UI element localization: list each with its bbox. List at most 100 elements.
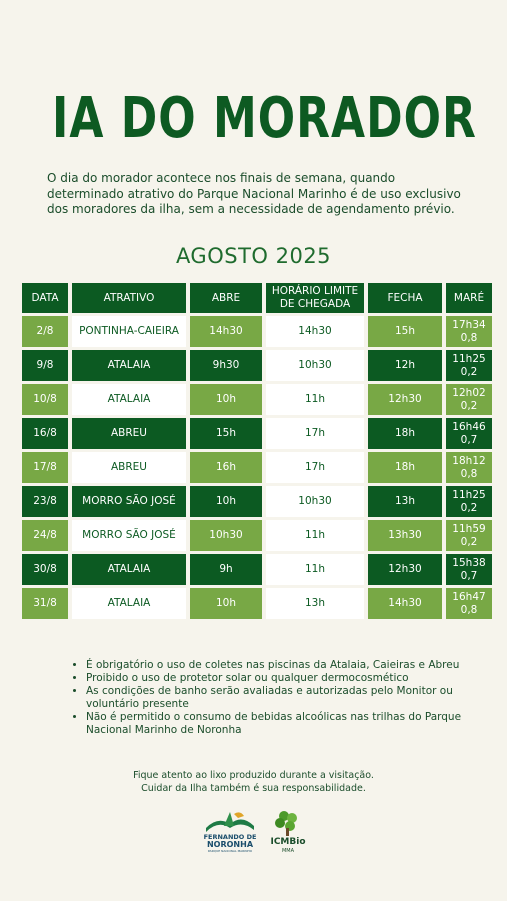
- rules-list: É obrigatório o uso de coletes nas pisci…: [72, 659, 486, 737]
- cell-mare: 17h34 0,8: [446, 316, 492, 347]
- cell-abre: 10h30: [190, 520, 262, 551]
- cell-mare: 18h12 0,8: [446, 452, 492, 483]
- cell-abre: 9h: [190, 554, 262, 585]
- fernando-de-noronha-logo: FERNANDO DE NORONHA PARQUE NACIONAL MARI…: [204, 812, 256, 853]
- cell-fecha: 15h: [368, 316, 442, 347]
- icmbio-logo: ICMBio MMA: [270, 811, 306, 854]
- svg-text:MMA: MMA: [282, 848, 295, 854]
- cell-abre: 15h: [190, 418, 262, 449]
- cell-fecha: 12h30: [368, 384, 442, 415]
- cell-mare: 11h25 0,2: [446, 350, 492, 381]
- cell-data: 24/8: [22, 520, 68, 551]
- cell-data: 2/8: [22, 316, 68, 347]
- footer-line-2: Cuidar da Ilha também é sua responsabili…: [141, 783, 366, 794]
- cell-abre: 14h30: [190, 316, 262, 347]
- rule-item: Não é permitido o consumo de bebidas alc…: [86, 711, 486, 737]
- cell-mare: 15h38 0,7: [446, 554, 492, 585]
- cell-limite: 11h: [266, 554, 364, 585]
- cell-atrativo: ABREU: [72, 452, 186, 483]
- svg-text:ICMBio: ICMBio: [270, 837, 305, 847]
- svg-text:NORONHA: NORONHA: [207, 840, 254, 849]
- cell-limite: 17h: [266, 452, 364, 483]
- intro-text: O dia do morador acontece nos finais de …: [47, 171, 461, 216]
- cell-abre: 16h: [190, 452, 262, 483]
- cell-limite: 11h: [266, 384, 364, 415]
- mare-altura: 0,2: [460, 501, 478, 514]
- table-row: 16/8 ABREU 15h 17h 18h 16h46 0,7: [22, 418, 492, 449]
- header-data: DATA: [22, 283, 68, 313]
- svg-text:PARQUE NACIONAL MARINHO: PARQUE NACIONAL MARINHO: [208, 849, 253, 853]
- cell-fecha: 12h30: [368, 554, 442, 585]
- mare-hora: 17h34: [452, 318, 486, 331]
- table-row: 30/8 ATALAIA 9h 11h 12h30 15h38 0,7: [22, 554, 492, 585]
- header-mare: MARÉ: [446, 283, 492, 313]
- cell-fecha: 14h30: [368, 588, 442, 619]
- mare-altura: 0,2: [460, 535, 478, 548]
- cell-mare: 16h46 0,7: [446, 418, 492, 449]
- cell-abre: 10h: [190, 384, 262, 415]
- schedule-table: DATA ATRATIVO ABRE HORÁRIO LIMITE DE CHE…: [18, 280, 496, 622]
- mare-hora: 16h47: [452, 590, 486, 603]
- title-text: IA DO MORADOR: [52, 85, 477, 151]
- cell-mare: 16h47 0,8: [446, 588, 492, 619]
- mare-hora: 11h59: [452, 522, 486, 535]
- mare-altura: 0,7: [460, 569, 478, 582]
- cell-data: 31/8: [22, 588, 68, 619]
- mare-altura: 0,2: [460, 399, 478, 412]
- header-fecha: FECHA: [368, 283, 442, 313]
- table-row: 24/8 MORRO SÃO JOSÉ 10h30 11h 13h30 11h59 0,2: [22, 520, 492, 551]
- cell-atrativo: PONTINHA-CAIEIRA: [72, 316, 186, 347]
- page-title: IA DO MORADOR: [50, 85, 476, 150]
- footer-line-1: Fique atento ao lixo produzido durante a…: [133, 770, 374, 781]
- table-row: 31/8 ATALAIA 10h 13h 14h30 16h47 0,8: [22, 588, 492, 619]
- month-heading: AGOSTO 2025: [175, 244, 332, 268]
- cell-abre: 10h: [190, 588, 262, 619]
- cell-limite: 10h30: [266, 350, 364, 381]
- svg-text:FERNANDO DE: FERNANDO DE: [204, 833, 256, 841]
- mare-altura: 0,8: [460, 603, 478, 616]
- cell-atrativo: ATALAIA: [72, 384, 186, 415]
- table-row: 10/8 ATALAIA 10h 11h 12h30 12h02 0,2: [22, 384, 492, 415]
- mare-hora: 12h02: [452, 386, 486, 399]
- cell-data: 17/8: [22, 452, 68, 483]
- table-row: 17/8 ABREU 16h 17h 18h 18h12 0,8: [22, 452, 492, 483]
- cell-data: 23/8: [22, 486, 68, 517]
- cell-atrativo: MORRO SÃO JOSÉ: [72, 486, 186, 517]
- cell-fecha: 12h: [368, 350, 442, 381]
- cell-fecha: 13h30: [368, 520, 442, 551]
- cell-data: 9/8: [22, 350, 68, 381]
- table-row: 23/8 MORRO SÃO JOSÉ 10h 10h30 13h 11h25 0,2: [22, 486, 492, 517]
- mare-altura: 0,8: [460, 467, 478, 480]
- cell-limite: 14h30: [266, 316, 364, 347]
- header-atrativo: ATRATIVO: [72, 283, 186, 313]
- mare-hora: 15h38: [452, 556, 486, 569]
- table-row: 9/8 ATALAIA 9h30 10h30 12h 11h25 0,2: [22, 350, 492, 381]
- footer-message: Fique atento ao lixo produzido durante a…: [0, 769, 507, 795]
- cell-atrativo: ABREU: [72, 418, 186, 449]
- cell-mare: 12h02 0,2: [446, 384, 492, 415]
- mare-altura: 0,8: [460, 331, 478, 344]
- cell-mare: 11h59 0,2: [446, 520, 492, 551]
- cell-atrativo: ATALAIA: [72, 588, 186, 619]
- header-horario-limite: HORÁRIO LIMITE DE CHEGADA: [266, 283, 364, 313]
- cell-abre: 10h: [190, 486, 262, 517]
- cell-data: 10/8: [22, 384, 68, 415]
- mare-altura: 0,2: [460, 365, 478, 378]
- cell-data: 30/8: [22, 554, 68, 585]
- mare-altura: 0,7: [460, 433, 478, 446]
- rule-item: As condições de banho serão avaliadas e …: [86, 685, 486, 711]
- cell-mare: 11h25 0,2: [446, 486, 492, 517]
- cell-atrativo: ATALAIA: [72, 350, 186, 381]
- cell-fecha: 18h: [368, 418, 442, 449]
- table-header-row: DATA ATRATIVO ABRE HORÁRIO LIMITE DE CHE…: [22, 283, 492, 313]
- table-row: 2/8 PONTINHA-CAIEIRA 14h30 14h30 15h 17h34 0,8: [22, 316, 492, 347]
- cell-fecha: 13h: [368, 486, 442, 517]
- mare-hora: 16h46: [452, 420, 486, 433]
- cell-data: 16/8: [22, 418, 68, 449]
- cell-atrativo: ATALAIA: [72, 554, 186, 585]
- cell-atrativo: MORRO SÃO JOSÉ: [72, 520, 186, 551]
- cell-fecha: 18h: [368, 452, 442, 483]
- rule-item: Proibido o uso de protetor solar ou qual…: [86, 672, 486, 685]
- cell-limite: 11h: [266, 520, 364, 551]
- mare-hora: 18h12: [452, 454, 486, 467]
